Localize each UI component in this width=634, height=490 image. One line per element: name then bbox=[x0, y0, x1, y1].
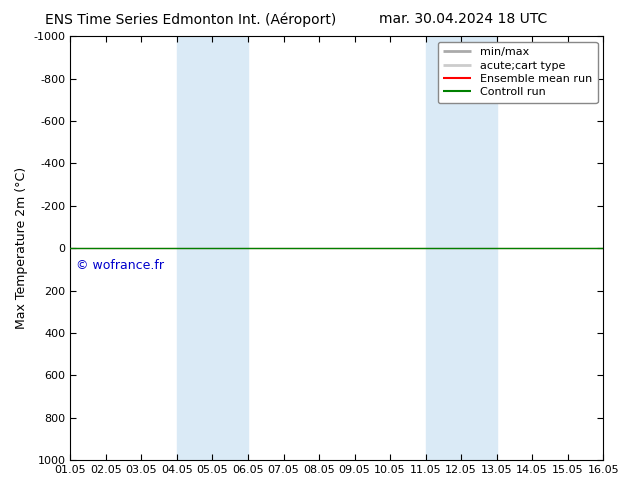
Legend: min/max, acute;cart type, Ensemble mean run, Controll run: min/max, acute;cart type, Ensemble mean … bbox=[437, 42, 598, 103]
Text: © wofrance.fr: © wofrance.fr bbox=[75, 259, 164, 272]
Text: mar. 30.04.2024 18 UTC: mar. 30.04.2024 18 UTC bbox=[378, 12, 547, 26]
Bar bbox=[425, 36, 496, 460]
Text: ENS Time Series Edmonton Int. (Aéroport): ENS Time Series Edmonton Int. (Aéroport) bbox=[44, 12, 336, 27]
Bar bbox=[177, 36, 248, 460]
Y-axis label: Max Temperature 2m (°C): Max Temperature 2m (°C) bbox=[15, 167, 28, 329]
